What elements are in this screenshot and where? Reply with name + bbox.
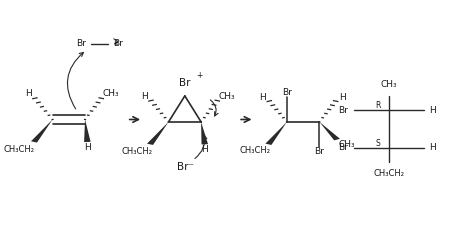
Polygon shape	[319, 122, 340, 140]
Polygon shape	[147, 122, 169, 145]
Polygon shape	[265, 122, 287, 145]
Text: Br: Br	[76, 39, 86, 49]
Text: H: H	[429, 106, 436, 114]
Polygon shape	[84, 120, 91, 142]
Text: Br⁻: Br⁻	[177, 162, 194, 172]
Text: CH₃CH₂: CH₃CH₂	[121, 147, 153, 156]
Text: H: H	[339, 92, 346, 102]
Text: H: H	[84, 143, 91, 152]
Text: S: S	[376, 139, 381, 148]
Text: H: H	[141, 92, 148, 101]
FancyArrowPatch shape	[210, 100, 218, 116]
Text: CH₃: CH₃	[219, 92, 235, 101]
Text: Br: Br	[337, 143, 347, 152]
Text: R: R	[375, 101, 381, 110]
Text: CH₃CH₂: CH₃CH₂	[240, 146, 271, 155]
Text: CH₃CH₂: CH₃CH₂	[374, 169, 405, 178]
Text: CH₃: CH₃	[102, 89, 119, 98]
Text: CH₃: CH₃	[381, 80, 397, 89]
Text: Br: Br	[337, 106, 347, 114]
Text: CH₃CH₂: CH₃CH₂	[4, 145, 35, 153]
Text: CH₃: CH₃	[338, 140, 355, 149]
Text: Br: Br	[314, 147, 324, 156]
Text: Br: Br	[179, 78, 191, 88]
Text: H: H	[259, 92, 266, 102]
Text: Br: Br	[113, 39, 123, 49]
Text: H: H	[429, 143, 436, 152]
Text: H: H	[201, 145, 208, 154]
Text: Br: Br	[282, 88, 292, 97]
FancyArrowPatch shape	[114, 39, 118, 44]
Polygon shape	[31, 120, 53, 143]
Text: H: H	[25, 89, 32, 98]
Polygon shape	[201, 122, 208, 144]
Text: +: +	[197, 71, 203, 80]
FancyArrowPatch shape	[67, 52, 83, 109]
FancyArrowPatch shape	[195, 135, 207, 158]
